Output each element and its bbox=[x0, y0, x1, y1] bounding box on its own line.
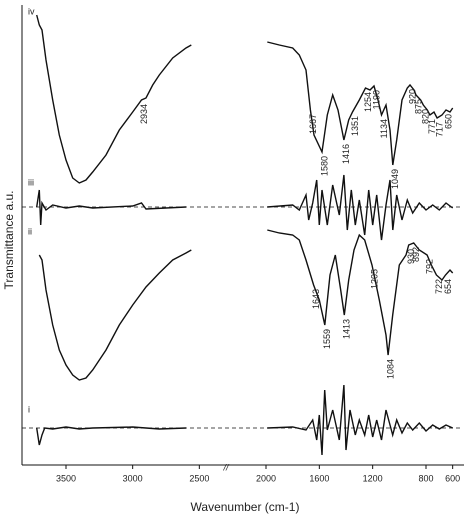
series-label: i bbox=[28, 404, 30, 414]
peak-label: 1084 bbox=[386, 359, 396, 379]
x-tick-label: 800 bbox=[418, 473, 433, 483]
peak-label: 1049 bbox=[390, 169, 400, 189]
peak-label: 722 bbox=[434, 279, 444, 294]
spectrum-line bbox=[36, 174, 454, 241]
peak-label: 820 bbox=[421, 109, 431, 124]
peak-label: 1254 bbox=[363, 92, 373, 112]
x-tick-label: 600 bbox=[445, 473, 460, 483]
spectrum-line bbox=[38, 229, 454, 381]
peak-label: 1190 bbox=[371, 90, 381, 109]
peak-label: 2934 bbox=[139, 104, 149, 124]
peak-label: 1351 bbox=[350, 116, 360, 136]
x-tick-label: 1600 bbox=[309, 473, 329, 483]
x-axis-title: Wavenumber (cm-1) bbox=[191, 500, 300, 514]
peak-label: 792 bbox=[424, 259, 434, 274]
peak-label: 892 bbox=[411, 247, 421, 262]
peak-label: 654 bbox=[443, 279, 453, 294]
spectrum-line bbox=[36, 384, 453, 456]
peak-label: 1134 bbox=[379, 119, 389, 138]
spectrum-line bbox=[36, 14, 454, 184]
x-tick-label: 3500 bbox=[56, 473, 76, 483]
peak-label: 875 bbox=[413, 99, 423, 114]
y-axis-title: Transmittance a.u. bbox=[2, 191, 16, 290]
series-label: iii bbox=[28, 177, 34, 187]
peak-label: 650 bbox=[443, 114, 453, 129]
x-tick-label: 2000 bbox=[256, 473, 276, 483]
peak-label: 1559 bbox=[322, 329, 332, 349]
x-tick-label: 1200 bbox=[363, 473, 383, 483]
peak-label: 1667 bbox=[308, 114, 318, 134]
peak-label: 930 bbox=[406, 249, 416, 264]
series-label: ii bbox=[28, 226, 32, 236]
peak-label: 1205 bbox=[369, 269, 379, 289]
series-label: iv bbox=[28, 6, 35, 16]
peak-label: 1416 bbox=[341, 144, 351, 164]
peak-label: 717 bbox=[434, 122, 444, 137]
peak-label: 920 bbox=[407, 89, 417, 104]
x-tick-label: 2500 bbox=[189, 473, 209, 483]
peak-label: 1643 bbox=[311, 289, 321, 309]
peak-label: 771 bbox=[427, 119, 437, 134]
peak-label: 1580 bbox=[319, 156, 329, 176]
axis-break: // bbox=[222, 462, 230, 472]
peak-label: 1413 bbox=[342, 319, 352, 339]
x-tick-label: 3000 bbox=[123, 473, 143, 483]
